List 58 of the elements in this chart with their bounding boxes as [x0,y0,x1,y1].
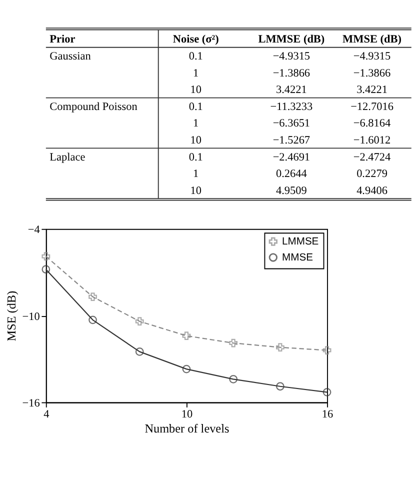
x-tick-label: 16 [322,408,334,421]
point [88,316,97,324]
y-tick-label: −16 [22,397,40,410]
x-tick-label: 4 [44,408,50,421]
text: 0.1 [188,50,203,63]
text: Compound Poisson [50,100,138,113]
text: −1.3866 [353,67,392,80]
point [182,332,191,340]
text: 10 [190,134,202,147]
point [229,374,238,384]
text: −1.3866 [272,67,310,80]
text: −6.3651 [272,118,310,130]
text: −12.7016 [350,100,394,113]
text: MMSE (dB) [342,34,402,46]
text: Prior [50,34,76,46]
text: −1.5267 [272,134,310,147]
text: −6.8164 [353,118,392,130]
point [276,343,284,352]
text: −2.4724 [353,151,392,164]
legend-label: MMSE [282,252,314,264]
x-tick-label: 10 [181,408,193,421]
text: −4.9315 [353,50,392,63]
point [88,292,97,301]
point [182,364,191,374]
point [135,348,144,356]
legend-label: LMMSE [282,236,319,248]
text: −11.3233 [270,100,314,113]
point [276,382,284,391]
text: 4.9406 [356,184,388,197]
text: Gaussian [50,50,92,63]
text: 0.2279 [356,168,388,180]
text: 1 [193,168,199,180]
point [229,338,238,348]
text: −2.4691 [272,151,310,164]
point [42,265,50,274]
text: 0.2644 [276,168,308,180]
text: −4.9315 [272,50,310,63]
text: LMMSE (dB) [258,34,325,46]
text: 10 [190,184,202,197]
text: 1 [193,118,199,130]
text: 3.4221 [276,84,307,96]
x-axis-title: Number of levels [144,422,230,436]
text: 0.1 [188,151,203,164]
text: 1 [193,67,199,80]
text: 10 [190,84,202,96]
text: −1.6012 [353,134,391,147]
point [322,346,332,354]
y-tick-label: −10 [22,310,40,323]
point [135,317,144,326]
text: Noise (σ²) [172,34,220,46]
y-axis-title: MSE (dB) [4,290,19,342]
text: 3.4221 [356,84,388,96]
y-tick-label: −4 [28,224,40,236]
text: 0.1 [188,100,203,113]
point [322,388,332,396]
point [42,252,50,261]
text: 4.9509 [276,184,308,197]
text: Laplace [50,151,86,164]
